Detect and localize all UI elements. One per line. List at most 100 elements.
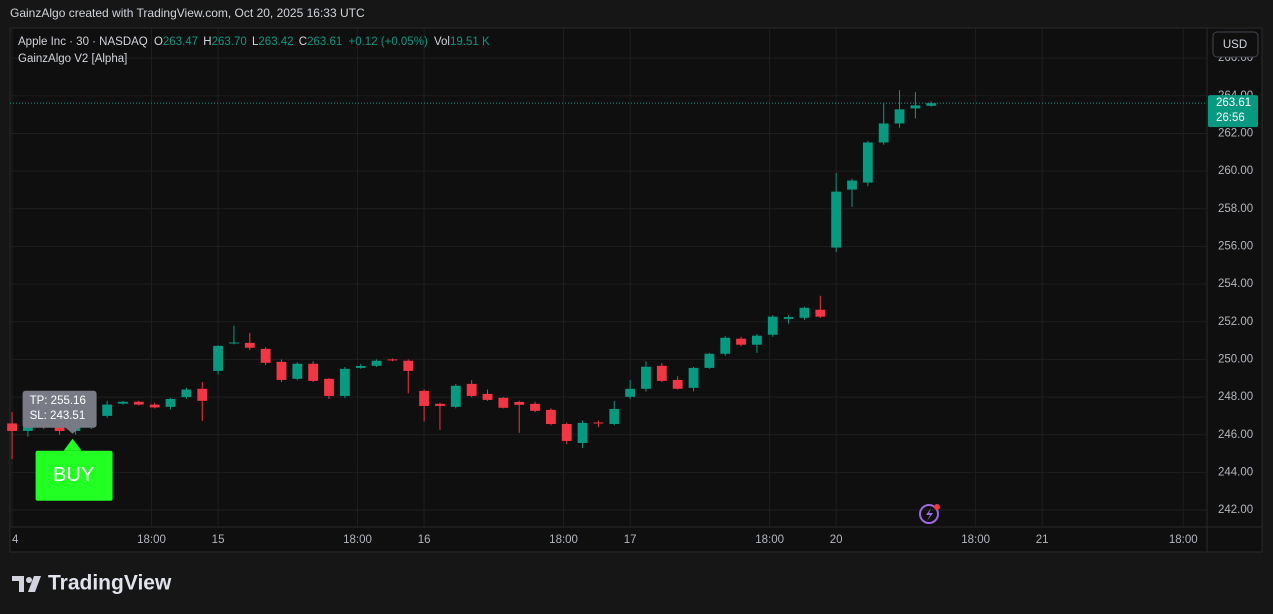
countdown: 26:56 xyxy=(1216,112,1245,124)
symbol: Apple Inc · 30 · NASDAQ xyxy=(18,36,148,48)
take-profit: TP: 255.16 xyxy=(30,395,86,407)
y-tick-label: 252.00 xyxy=(1218,316,1253,328)
candle-body xyxy=(910,105,921,109)
candle-body xyxy=(831,191,842,248)
y-tick-label: 258.00 xyxy=(1218,203,1253,215)
h-key: H xyxy=(203,36,211,48)
candle-body xyxy=(482,393,493,400)
o-key: O xyxy=(154,36,163,48)
overlay: TP: 255.16 SL: 243.51 BUY xyxy=(22,390,113,501)
chart-frame xyxy=(9,27,1263,553)
candle-body xyxy=(815,309,826,317)
c-key: C xyxy=(299,36,307,48)
candle-body xyxy=(894,109,905,124)
candle-body xyxy=(656,365,667,381)
candle-body xyxy=(435,403,445,406)
legend: Apple Inc · 30 · NASDAQ O263.47 H263.70 … xyxy=(18,36,490,48)
signal-box xyxy=(22,390,97,428)
candle-body xyxy=(530,403,540,411)
candle-body xyxy=(736,338,746,345)
candle-body xyxy=(862,142,873,183)
vol-key: Vol xyxy=(434,36,450,48)
candle-body xyxy=(720,337,731,354)
candle-body xyxy=(118,401,128,404)
last-price-box xyxy=(1208,95,1258,128)
candle-body xyxy=(641,366,651,389)
candle-body xyxy=(419,390,430,406)
candle-body xyxy=(244,342,255,348)
candle-body xyxy=(102,404,113,416)
icon xyxy=(919,504,940,524)
candle-body xyxy=(181,389,192,398)
x-tick-label: 21 xyxy=(1036,534,1049,546)
o-value: 263.47 xyxy=(163,36,198,48)
candle-body xyxy=(308,363,319,381)
currency-label[interactable]: USD xyxy=(1223,39,1247,51)
candle-body xyxy=(339,368,350,396)
candle-body xyxy=(165,398,176,407)
candle-body xyxy=(783,317,794,319)
candle-body xyxy=(133,401,144,405)
candle-body xyxy=(292,363,303,379)
candle-body xyxy=(324,378,334,396)
candle-body xyxy=(926,103,937,106)
change: +0.12 (+0.05%) xyxy=(349,36,428,48)
indicator-name: GainzAlgo V2 [Alpha] xyxy=(18,53,127,65)
x-tick-label: 18:00 xyxy=(755,534,784,546)
candle-body xyxy=(450,385,461,407)
stop-loss: SL: 243.51 xyxy=(30,410,86,422)
logo xyxy=(12,576,41,592)
l-key: L xyxy=(252,36,259,48)
buy-pointer xyxy=(63,438,82,451)
l-value: 263.42 xyxy=(258,36,293,48)
x-tick-label: 20 xyxy=(830,534,843,546)
candle-body xyxy=(514,401,525,405)
candle-body xyxy=(704,353,715,368)
x-tick-label: 17 xyxy=(624,534,637,546)
last-price-label: 263.61 xyxy=(1216,97,1251,109)
candle-body xyxy=(609,408,620,424)
candle-body xyxy=(878,123,889,143)
y-tick-label: 242.00 xyxy=(1218,504,1253,516)
candle-body xyxy=(403,360,414,371)
candle-body xyxy=(577,422,588,444)
x-tick-label: 18:00 xyxy=(343,534,372,546)
candle-body xyxy=(7,423,17,431)
candle-body xyxy=(213,345,223,371)
y-tick-label: 248.00 xyxy=(1218,391,1253,403)
candle-body xyxy=(799,307,810,318)
y-tick-label: 246.00 xyxy=(1218,429,1253,441)
y-tick-label: 250.00 xyxy=(1218,353,1253,365)
y-tick-label: 260.00 xyxy=(1218,165,1253,177)
x-tick-label: 18:00 xyxy=(549,534,578,546)
x-tick-label: 4 xyxy=(12,534,19,546)
buy-box xyxy=(35,450,113,501)
x-tick-label: 18:00 xyxy=(1169,534,1198,546)
y-tick-label: 262.00 xyxy=(1218,127,1253,139)
buy-label: BUY xyxy=(53,464,94,486)
candle-body xyxy=(276,361,287,380)
y-tick-label: 256.00 xyxy=(1218,240,1253,252)
candle-body xyxy=(149,404,160,408)
candle-body xyxy=(545,409,556,424)
candle-body xyxy=(466,383,477,396)
candle-body xyxy=(847,180,857,190)
grid xyxy=(10,28,1207,527)
x-tick-label: 15 xyxy=(212,534,225,546)
candle-body xyxy=(672,379,683,389)
vol-value: 19.51 K xyxy=(450,36,490,48)
c-value: 263.61 xyxy=(307,36,342,48)
candle-body xyxy=(625,388,636,397)
candle-body xyxy=(767,316,778,335)
candle-body xyxy=(355,366,366,368)
y-tick-label: 244.00 xyxy=(1218,466,1253,478)
x-tick-label: 18:00 xyxy=(137,534,166,546)
candle-body xyxy=(593,422,604,424)
candle-body xyxy=(752,335,762,345)
candle-body xyxy=(371,360,382,366)
currency-button[interactable] xyxy=(1212,31,1259,58)
candle-body xyxy=(688,367,699,388)
x-tick-label: 18:00 xyxy=(961,534,990,546)
